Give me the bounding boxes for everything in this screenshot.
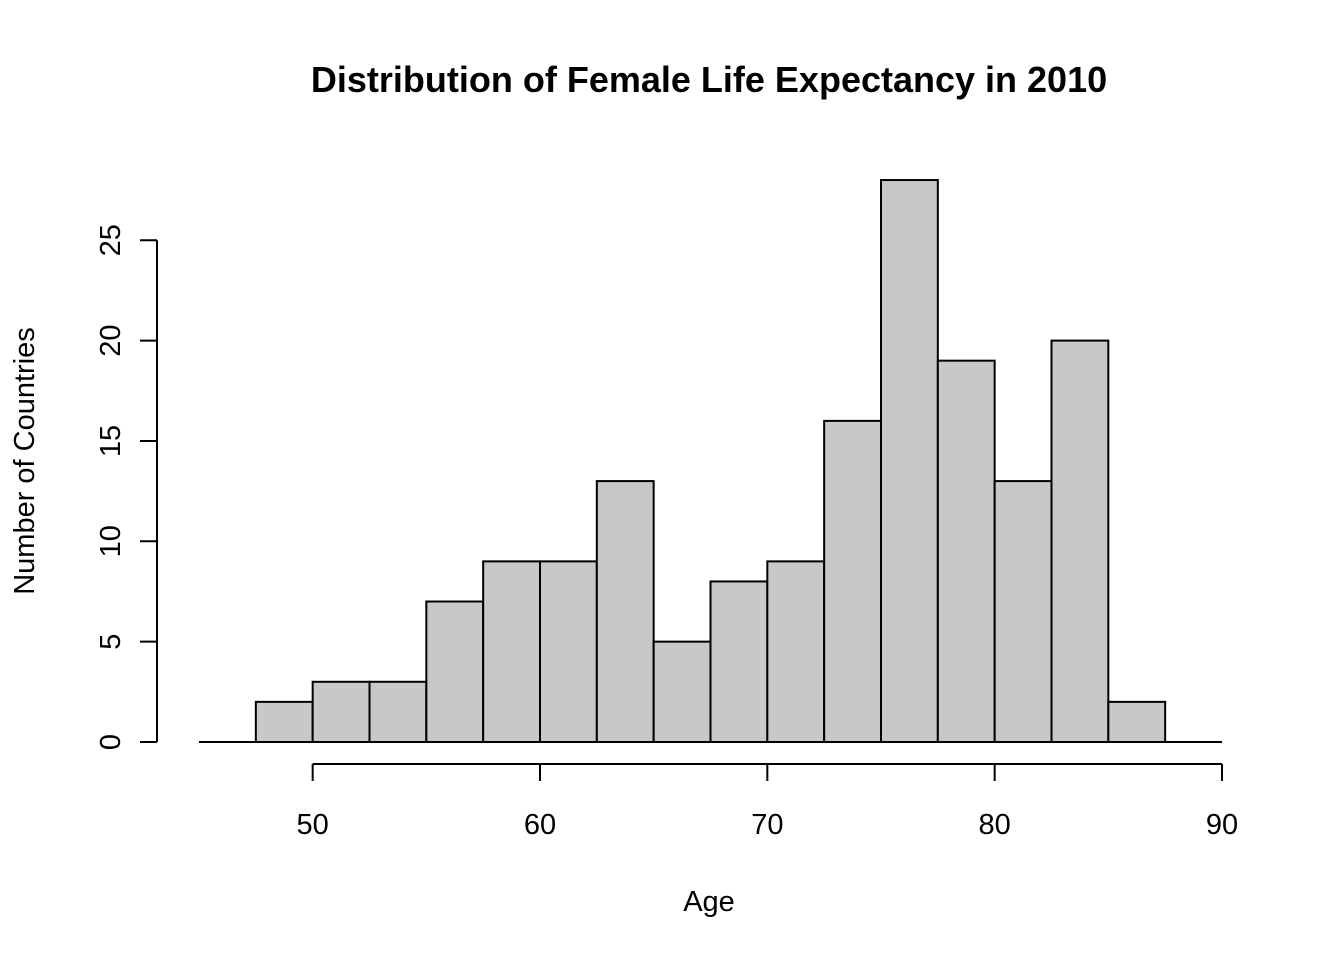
histogram-bar: [936, 359, 996, 743]
histogram-bar: [311, 680, 371, 743]
x-tick-label: 60: [524, 809, 556, 841]
histogram-bar: [482, 560, 542, 743]
histogram-bar: [368, 680, 428, 743]
y-axis: 0 5 10 15 20 25: [95, 224, 158, 750]
y-tick-label: 0: [95, 734, 127, 750]
histogram-bar: [539, 560, 598, 743]
y-tick-label: 20: [95, 324, 127, 356]
x-tick-label: 70: [751, 809, 783, 841]
histogram-bar: [254, 700, 314, 743]
x-tick-label: 50: [297, 809, 329, 841]
x-tick-label: 80: [979, 809, 1011, 841]
histogram-bar: [1050, 339, 1110, 743]
histogram-bar: [425, 600, 485, 744]
x-axis: 50 60 70 80 90: [297, 763, 1238, 841]
histogram-bar: [880, 179, 939, 744]
y-tick-label: 25: [95, 224, 127, 256]
y-axis-label: Number of Countries: [9, 327, 41, 595]
chart-title: Distribution of Female Life Expectancy i…: [311, 59, 1107, 100]
histogram-bar: [993, 480, 1053, 743]
histogram-bar: [709, 580, 769, 743]
histogram-bar: [595, 480, 655, 743]
histogram-bar: [823, 419, 882, 743]
y-tick-label: 10: [95, 525, 127, 557]
histogram-bar: [652, 640, 712, 744]
y-tick-label: 5: [95, 634, 127, 650]
x-tick-label: 90: [1206, 809, 1238, 841]
x-axis-label: Age: [683, 886, 735, 918]
histogram-bar: [1107, 700, 1167, 743]
y-tick-label: 15: [95, 425, 127, 457]
histogram-bar: [766, 560, 826, 743]
histogram-bars: [199, 179, 1222, 744]
